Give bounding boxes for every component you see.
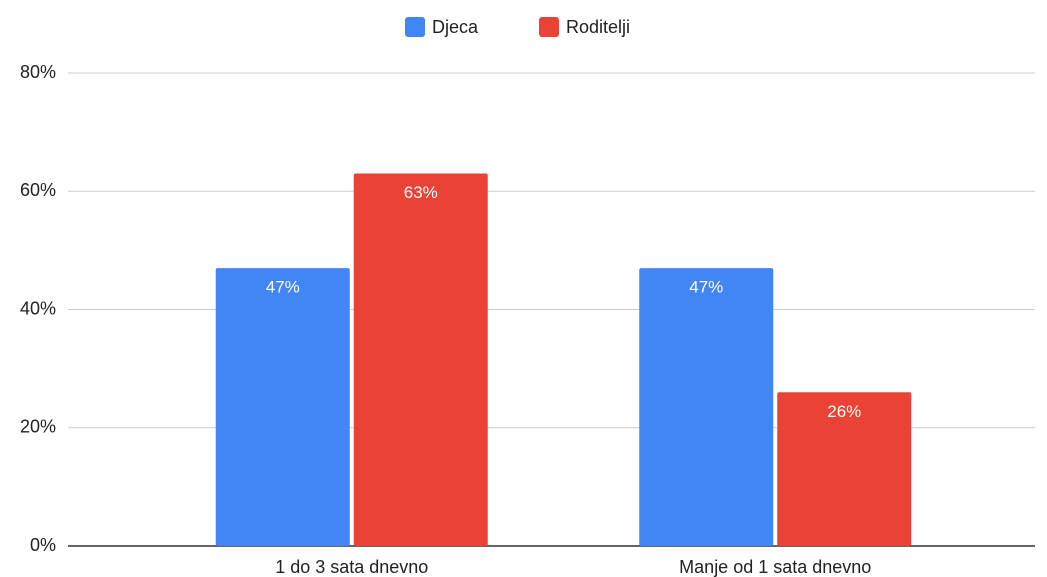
y-tick-label: 0% (30, 535, 56, 555)
legend-label: Roditelji (566, 17, 630, 37)
bar (215, 268, 350, 546)
y-tick-label: 80% (20, 62, 56, 82)
value-label: 47% (266, 278, 300, 297)
legend-swatch (405, 17, 425, 37)
value-label: 47% (689, 278, 723, 297)
bar (777, 392, 912, 546)
x-tick-label: 1 do 3 sata dnevno (275, 557, 428, 577)
legend-label: Djeca (432, 17, 479, 37)
y-tick-label: 60% (20, 180, 56, 200)
y-tick-label: 20% (20, 417, 56, 437)
value-label: 26% (827, 402, 861, 421)
legend-swatch (539, 17, 559, 37)
value-label: 63% (404, 183, 438, 202)
bar (639, 268, 774, 546)
bar (353, 173, 488, 546)
x-tick-label: Manje od 1 sata dnevno (679, 557, 871, 577)
y-tick-label: 40% (20, 298, 56, 318)
